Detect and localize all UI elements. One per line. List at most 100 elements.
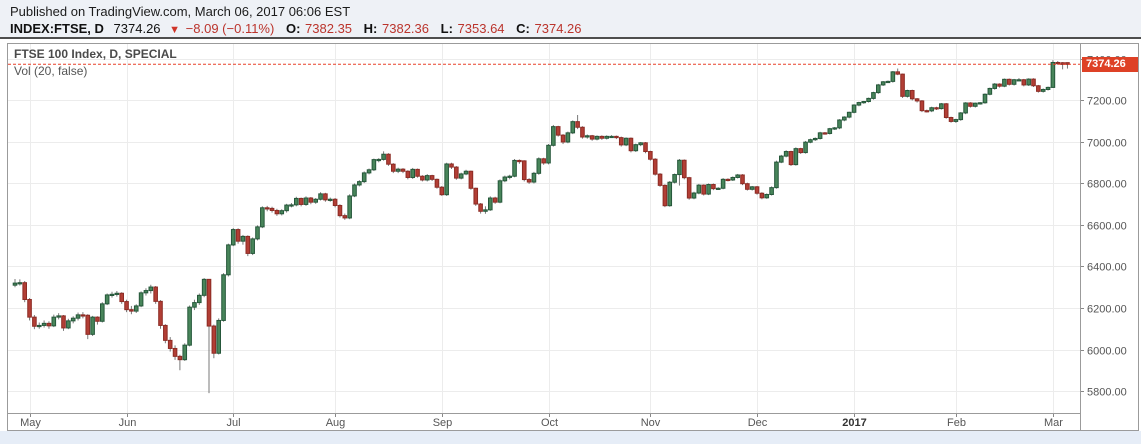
candle [182, 343, 188, 361]
candle [478, 202, 483, 214]
candle [541, 157, 546, 165]
candle [546, 144, 551, 165]
candle [429, 174, 435, 181]
chart-indicator-label: Vol (20, false) [14, 64, 88, 78]
candle [536, 157, 542, 175]
candle [953, 118, 959, 123]
candle [618, 136, 624, 147]
candle [648, 150, 653, 161]
close-label: C: [516, 21, 530, 36]
candle [1065, 62, 1070, 69]
chart-widget: 7400.007200.007000.006800.006600.006400.… [7, 43, 1139, 431]
candle [570, 120, 576, 135]
candle [32, 315, 37, 330]
candle [75, 312, 81, 321]
candle [1055, 61, 1061, 65]
candle [289, 202, 294, 208]
candle [783, 150, 789, 158]
candle [56, 313, 61, 320]
candle [27, 298, 32, 321]
candle [885, 80, 891, 84]
candle [133, 304, 139, 313]
candle [521, 160, 527, 182]
candle [192, 299, 197, 311]
candle [211, 324, 217, 359]
candle [526, 178, 532, 184]
candle [730, 176, 736, 181]
candlestick-chart-canvas[interactable]: 7400.007200.007000.006800.006600.006400.… [7, 43, 1139, 431]
symbol-name: INDEX:FTSE, D [10, 21, 104, 36]
candle [255, 225, 260, 241]
svg-text:Sep: Sep [433, 417, 453, 429]
candle [803, 140, 808, 154]
candle [701, 184, 707, 196]
last-price-axis-label: 7374.26 [1082, 57, 1138, 72]
candle [294, 196, 299, 207]
low-label: L: [440, 21, 453, 36]
candle [1011, 78, 1017, 86]
svg-text:7200.00: 7200.00 [1087, 96, 1127, 108]
candle [667, 180, 673, 207]
time-axis[interactable]: May Jun Jul Aug Sep Oct Nov Dec 2017 Feb Mar [20, 413, 1063, 429]
candle [643, 141, 648, 154]
candle [114, 290, 120, 297]
candle [463, 169, 469, 176]
candle [725, 178, 731, 182]
candle [657, 173, 663, 187]
candle [66, 318, 71, 330]
candle [822, 132, 828, 135]
candle [779, 154, 784, 164]
svg-text:6000.00: 6000.00 [1087, 346, 1127, 358]
candle [580, 126, 585, 139]
chart-title: FTSE 100 Index, D, SPECIAL [14, 47, 177, 61]
candle [70, 316, 76, 324]
candle [119, 292, 125, 304]
candle [449, 162, 454, 169]
candle [1006, 78, 1012, 86]
close-value: 7374.26 [534, 21, 582, 36]
candle [342, 213, 348, 220]
candle [51, 314, 57, 328]
candle [366, 168, 372, 175]
candle [201, 278, 207, 298]
candle [100, 302, 105, 323]
svg-text:6400.00: 6400.00 [1087, 262, 1127, 274]
price-axis[interactable]: 7400.007200.007000.006800.006600.006400.… [1080, 55, 1127, 399]
svg-text:Nov: Nov [641, 417, 661, 429]
candle [226, 243, 231, 277]
svg-text:6600.00: 6600.00 [1087, 221, 1127, 233]
candle [929, 106, 934, 113]
svg-text:Mar: Mar [1044, 417, 1063, 429]
candle [919, 100, 925, 113]
candle [599, 135, 605, 140]
candle [444, 162, 449, 196]
candle [1036, 84, 1041, 93]
candle [769, 186, 774, 196]
candle [876, 83, 881, 94]
candle [250, 237, 255, 256]
candle [308, 196, 314, 205]
candle [832, 127, 837, 130]
candle [604, 135, 610, 140]
candle [1026, 78, 1031, 86]
candle [172, 345, 178, 360]
candle [80, 312, 86, 319]
candle [167, 337, 173, 352]
candle [1021, 78, 1027, 87]
candle [138, 291, 144, 308]
candle [977, 102, 983, 105]
price-change: −8.09 (−0.11%) [185, 21, 275, 36]
down-arrow-icon: ▼ [169, 24, 181, 36]
candle [386, 153, 391, 166]
candle [163, 324, 168, 344]
candle [517, 159, 522, 164]
svg-text:Aug: Aug [326, 417, 346, 429]
candle [221, 273, 226, 322]
candle [677, 159, 682, 186]
candle [662, 184, 668, 208]
candle [158, 300, 163, 329]
svg-text:6800.00: 6800.00 [1087, 179, 1127, 191]
candle [585, 134, 590, 139]
candle [672, 173, 677, 184]
svg-text:5800.00: 5800.00 [1087, 387, 1127, 399]
